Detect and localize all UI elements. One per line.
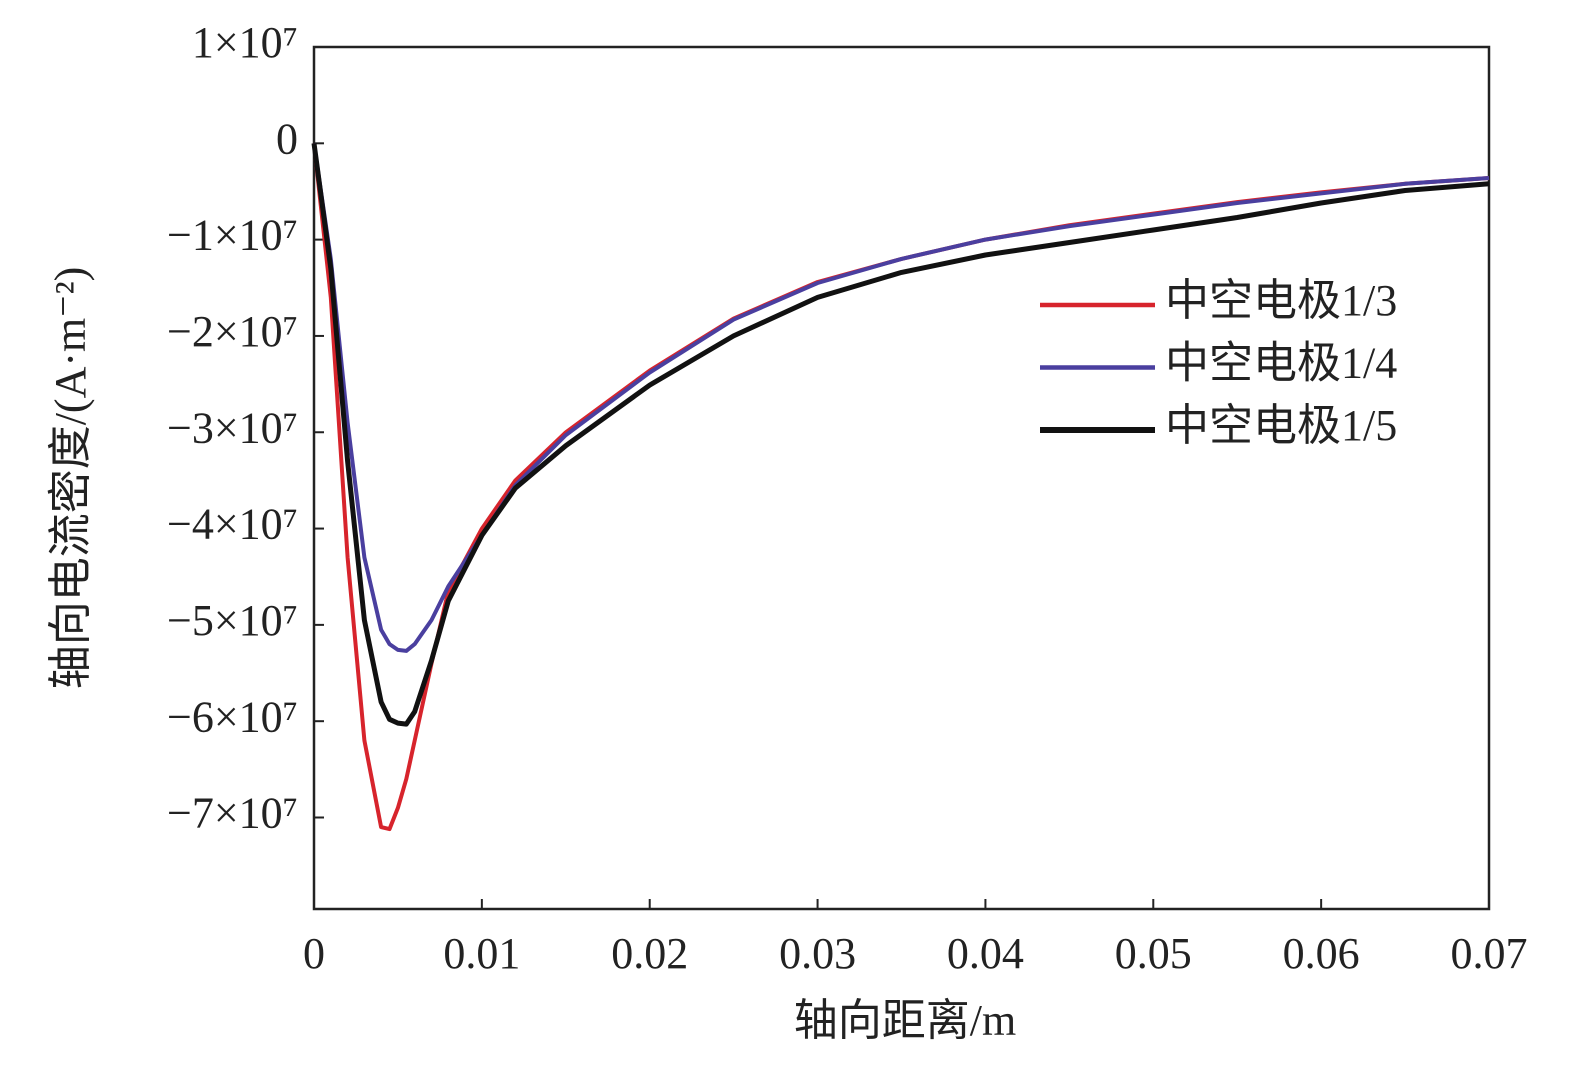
y-tick-label: −3×10⁷	[167, 403, 298, 452]
legend-label: 中空电极1/4	[1165, 339, 1397, 388]
y-tick-label: −5×10⁷	[167, 596, 298, 645]
series-line	[312, 143, 1490, 653]
legend-label: 中空电极1/5	[1165, 401, 1397, 450]
y-tick-label: −2×10⁷	[167, 307, 298, 356]
y-tick-label: −6×10⁷	[167, 692, 298, 741]
plot-frame	[312, 45, 1491, 911]
legend-label: 中空电极1/3	[1165, 276, 1397, 325]
x-tick-label: 0.05	[1115, 929, 1192, 978]
x-tick-label: 0.01	[443, 929, 520, 978]
y-tick-label: −7×10⁷	[167, 789, 298, 838]
x-tick-label: 0	[303, 929, 325, 978]
x-tick-label: 0.02	[611, 929, 688, 978]
x-tick-label: 0.06	[1283, 929, 1360, 978]
x-tick-label: 0.04	[947, 929, 1024, 978]
series-line	[311, 142, 1490, 727]
series-line	[312, 143, 1490, 832]
y-axis-label: 轴向电流密度/(A·m⁻²)	[46, 267, 95, 690]
y-tick-label: −1×10⁷	[167, 211, 298, 260]
y-tick-label: 1×10⁷	[192, 18, 298, 67]
x-axis-label: 轴向距离/m	[794, 996, 1016, 1045]
x-tick-label: 0.07	[1451, 929, 1528, 978]
x-tick-label: 0.03	[779, 929, 856, 978]
y-tick-label: 0	[276, 114, 298, 163]
y-tick-label: −4×10⁷	[167, 500, 298, 549]
